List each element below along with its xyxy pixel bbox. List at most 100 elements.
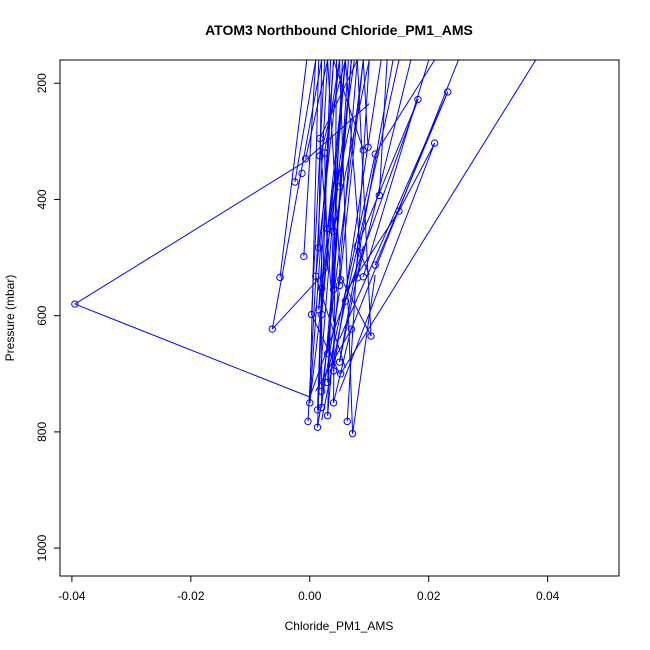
data-point xyxy=(444,88,452,96)
y-axis: 200 400 600 800 1000 xyxy=(35,73,60,561)
y-axis-label: Pressure (mbar) xyxy=(3,275,17,362)
plot-area xyxy=(71,60,537,438)
series-segment xyxy=(74,303,310,398)
data-point xyxy=(348,429,357,438)
data-point xyxy=(329,399,338,407)
series-segment xyxy=(374,60,436,155)
series-segment xyxy=(333,60,370,232)
data-point xyxy=(335,182,344,191)
data-point xyxy=(335,358,344,366)
data-point xyxy=(306,399,314,407)
series-segment xyxy=(311,60,326,315)
data-point xyxy=(323,378,332,387)
series-segment xyxy=(352,274,376,434)
y-tick-label: 1000 xyxy=(35,534,49,561)
data-point xyxy=(323,224,332,233)
data-point xyxy=(314,306,323,314)
data-point xyxy=(71,300,79,308)
data-point xyxy=(300,252,308,261)
series-segment xyxy=(378,60,388,196)
data-point xyxy=(336,370,345,378)
series-segment xyxy=(303,60,317,257)
data-point xyxy=(320,149,329,157)
data-point xyxy=(347,325,356,333)
series-segment xyxy=(279,60,308,278)
data-point xyxy=(323,411,332,420)
series-segment xyxy=(327,60,358,416)
series-segment xyxy=(319,138,335,322)
series-segment xyxy=(356,99,419,247)
x-tick-label: -0.02 xyxy=(177,589,205,603)
data-point xyxy=(343,417,351,426)
data-point xyxy=(329,285,338,294)
series-segment xyxy=(307,60,329,422)
series-segment xyxy=(344,60,361,253)
data-point xyxy=(329,367,338,375)
series-segment xyxy=(74,163,303,305)
data-point xyxy=(307,310,316,319)
series-segment xyxy=(344,60,400,302)
series-segment xyxy=(327,216,335,416)
series-segment xyxy=(333,327,352,403)
series-segment xyxy=(319,60,346,157)
series-segment xyxy=(294,60,317,183)
data-point xyxy=(313,406,322,414)
series-segment xyxy=(339,274,372,337)
data-point xyxy=(291,178,299,186)
data-point xyxy=(298,169,306,178)
x-axis-label: Chloride_PM1_AMS xyxy=(285,619,394,633)
x-tick-label: 0.02 xyxy=(417,589,441,603)
chart-title: ATOM3 Northbound Chloride_PM1_AMS xyxy=(205,22,473,38)
series-segment xyxy=(316,288,323,410)
series-points xyxy=(71,88,452,438)
data-point xyxy=(317,387,326,395)
series-segment xyxy=(309,99,419,398)
x-tick-label: -0.04 xyxy=(58,589,86,603)
series-lines xyxy=(74,60,537,434)
data-point xyxy=(317,403,326,412)
data-point xyxy=(312,272,320,280)
series-segment xyxy=(362,60,369,148)
data-point xyxy=(316,134,324,143)
series-segment xyxy=(319,60,358,139)
x-tick-label: 0.04 xyxy=(536,589,560,603)
data-point xyxy=(268,325,277,333)
data-point xyxy=(276,273,284,282)
x-axis: -0.04 -0.02 0.00 0.02 0.04 xyxy=(58,576,560,603)
data-point xyxy=(359,273,367,281)
series-segment xyxy=(339,142,436,392)
data-point xyxy=(304,417,312,426)
data-point xyxy=(317,284,326,293)
data-point xyxy=(364,143,372,151)
series-segment xyxy=(374,91,449,266)
data-point xyxy=(353,242,362,250)
data-point xyxy=(371,261,379,269)
y-tick-label: 200 xyxy=(35,73,49,93)
plot-frame xyxy=(59,59,620,577)
x-tick-label: 0.00 xyxy=(298,589,322,603)
data-point xyxy=(323,349,332,358)
series-segment xyxy=(339,91,449,340)
data-point xyxy=(430,139,439,147)
data-point xyxy=(367,332,375,340)
data-point xyxy=(371,150,379,158)
y-tick-label: 400 xyxy=(35,189,49,209)
series-segment xyxy=(345,210,400,293)
series-segment xyxy=(305,60,329,159)
y-tick-label: 800 xyxy=(35,422,49,442)
data-point xyxy=(375,191,384,200)
series-segment xyxy=(333,164,340,232)
data-point xyxy=(356,249,365,257)
series-segment xyxy=(311,314,340,374)
series-segment xyxy=(271,60,323,330)
data-point xyxy=(414,95,422,104)
series-segment xyxy=(356,245,370,276)
y-tick-label: 600 xyxy=(35,305,49,325)
data-point xyxy=(313,423,322,431)
data-point xyxy=(329,227,338,236)
data-point xyxy=(301,155,310,163)
data-point xyxy=(314,243,323,252)
series-segment xyxy=(324,60,340,154)
series-segment xyxy=(339,245,364,363)
